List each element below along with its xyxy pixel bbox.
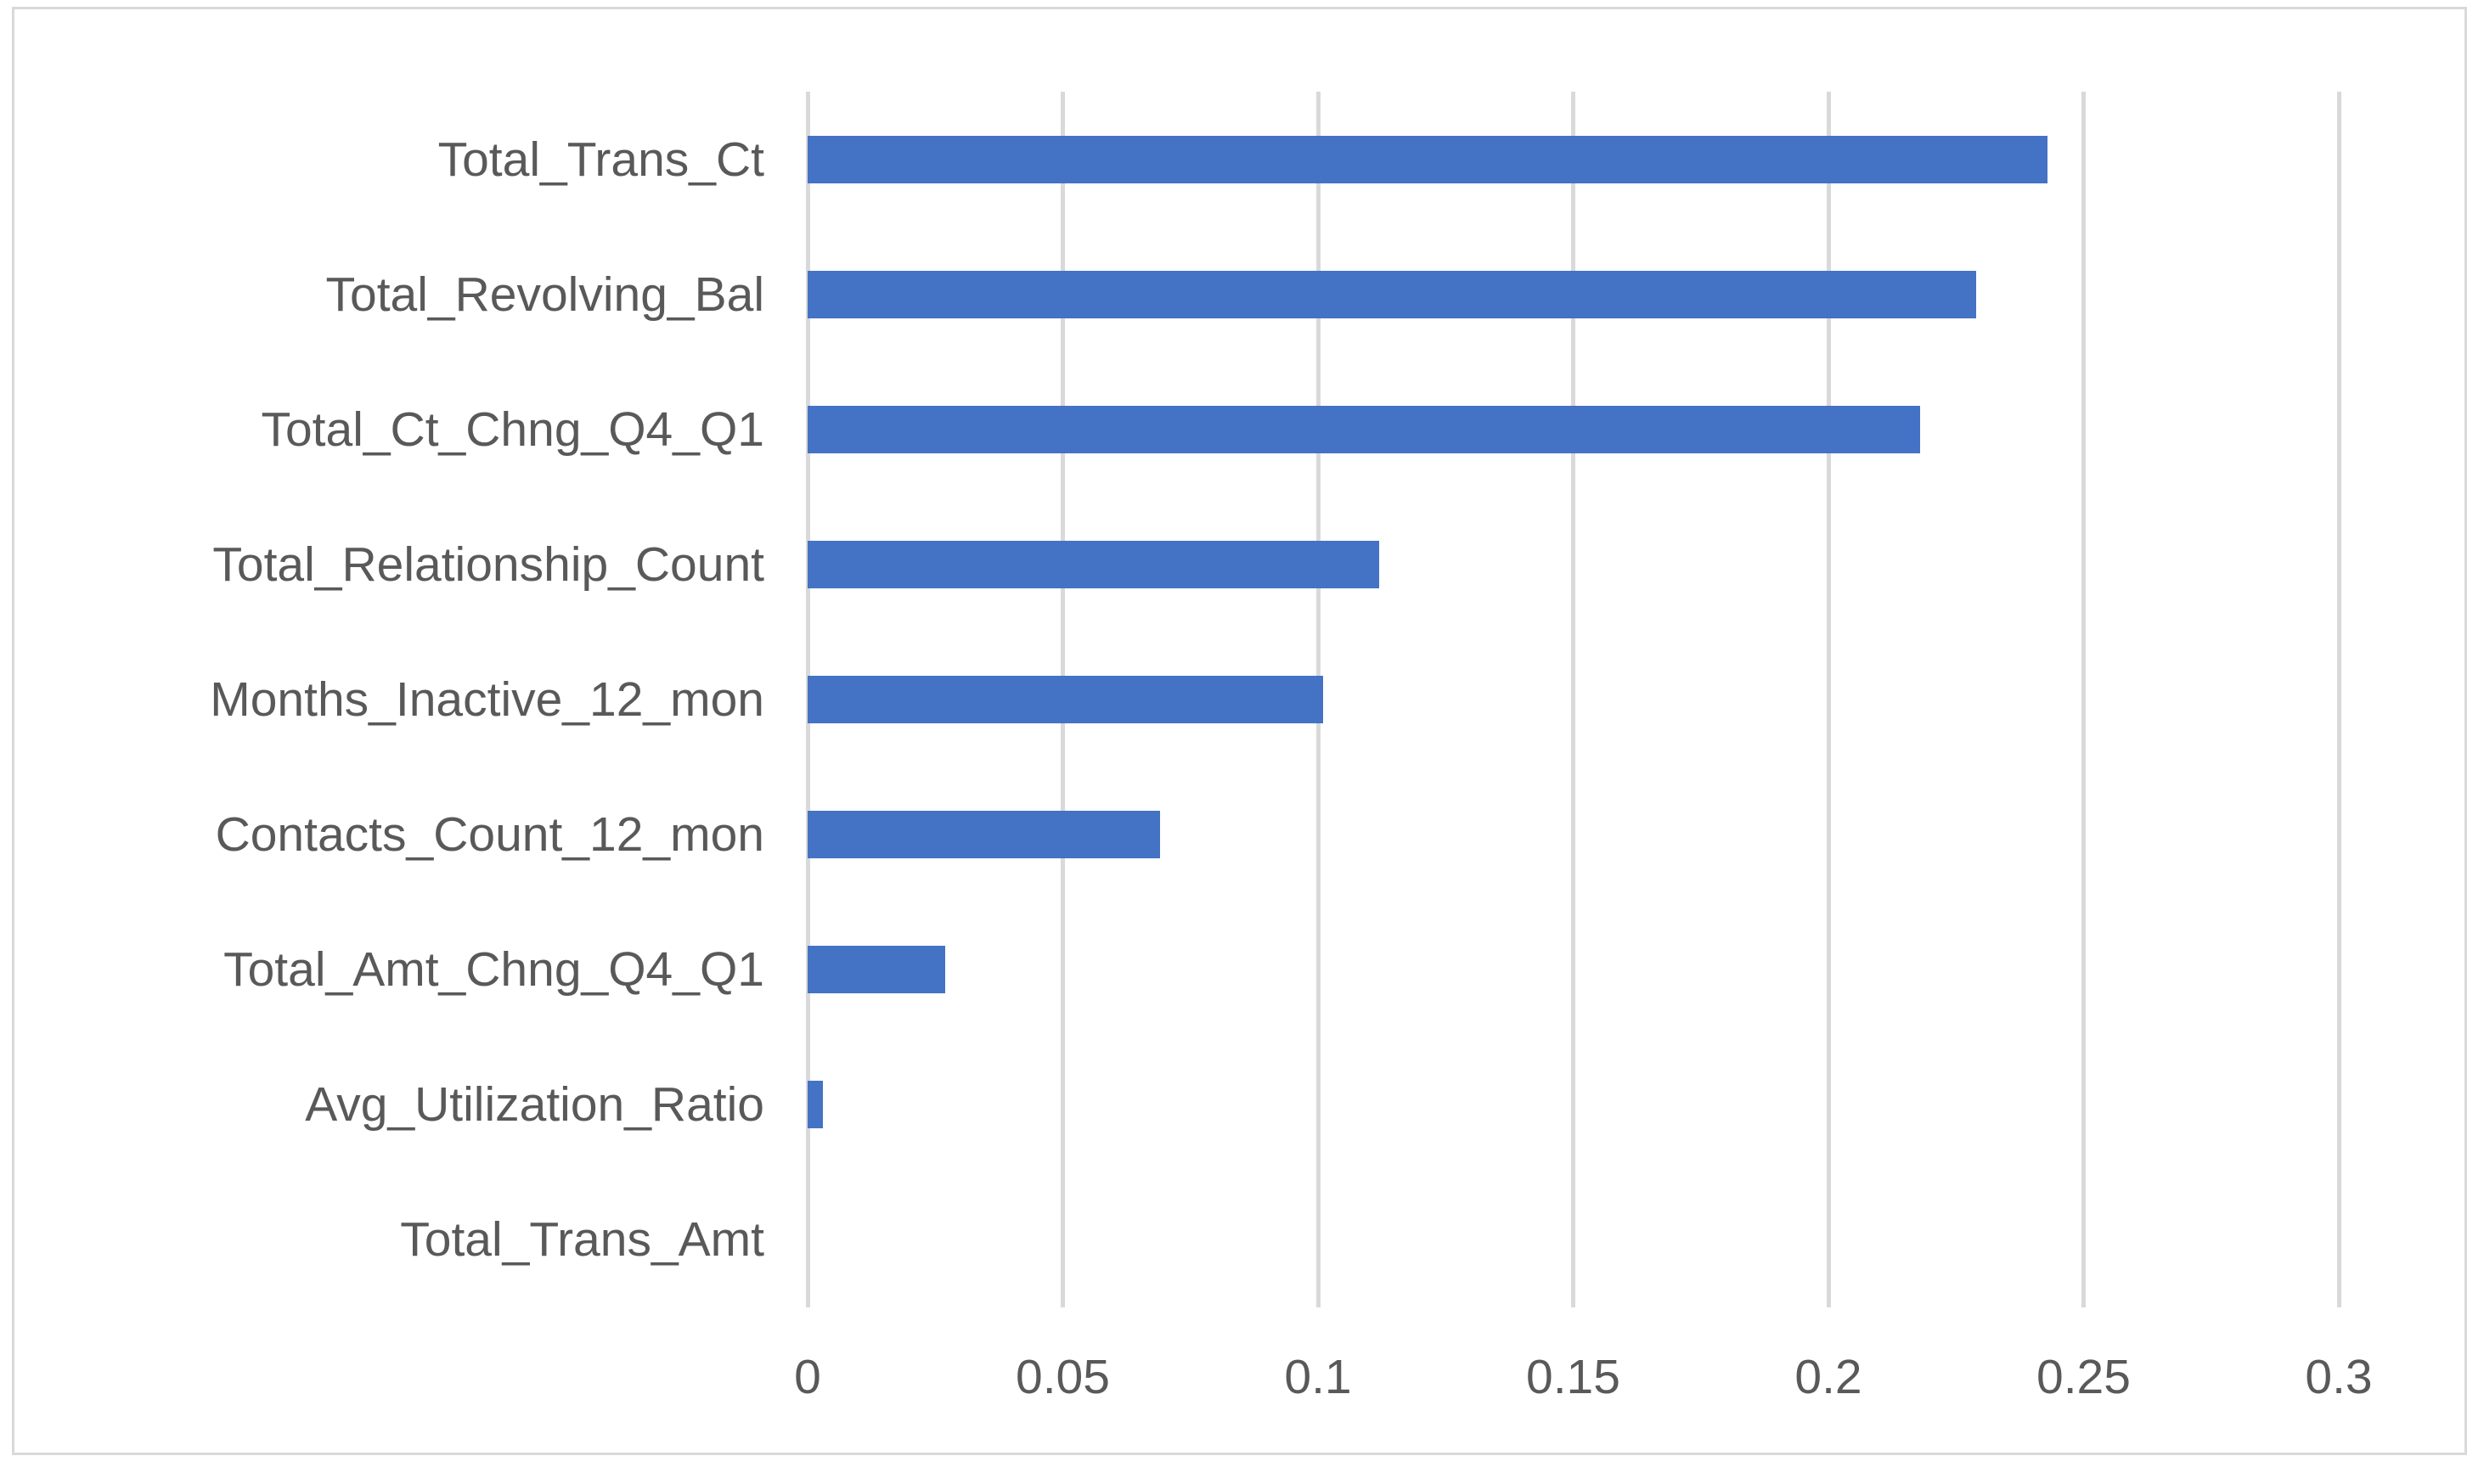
chart-frame [12,7,2467,1455]
category-label: Total_Trans_Amt [400,1212,764,1268]
bar [808,1081,824,1129]
category-label: Total_Amt_Chng_Q4_Q1 [223,942,764,998]
x-tick-label: 0.3 [2305,1350,2373,1404]
x-tick-label: 0.05 [1016,1350,1110,1404]
category-label: Avg_Utilization_Ratio [305,1077,764,1133]
bar [808,811,1160,859]
category-label: Total_Revolving_Bal [325,267,764,322]
bar [808,946,946,994]
bar [808,676,1323,723]
bar [808,405,1921,453]
x-tick-label: 0.25 [2036,1350,2131,1404]
gridline [1826,92,1831,1307]
bar [808,135,2048,183]
gridline [1571,92,1575,1307]
x-tick-label: 0.1 [1284,1350,1352,1404]
gridline [2336,92,2341,1307]
category-label: Total_Ct_Chng_Q4_Q1 [261,402,764,457]
category-label: Total_Relationship_Count [212,537,764,592]
category-label: Contacts_Count_12_mon [215,807,764,863]
x-tick-label: 0.15 [1526,1350,1620,1404]
bar [808,270,1977,318]
x-tick-label: 0.2 [1794,1350,1862,1404]
gridline [2081,92,2086,1307]
bar [808,540,1380,588]
category-label: Months_Inactive_12_mon [210,672,764,727]
category-label: Total_Trans_Ct [437,132,764,187]
x-tick-label: 0 [794,1350,821,1404]
